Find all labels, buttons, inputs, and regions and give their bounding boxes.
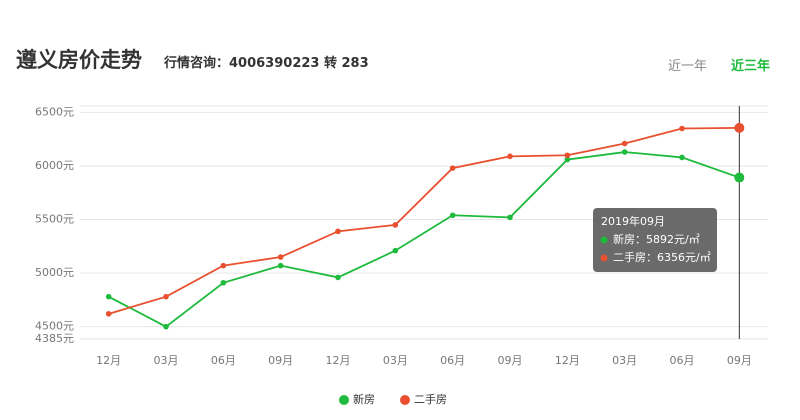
- point: [392, 247, 399, 254]
- point: [449, 165, 456, 171]
- legend-marker: [400, 395, 410, 405]
- y-tick-label: 4385元: [35, 332, 74, 345]
- header: 遵义房价走势 行情咨询：4006390223 转 283: [16, 44, 369, 74]
- x-tick-label: 12月: [555, 354, 580, 367]
- point: [163, 323, 169, 330]
- x-tick-label: 03月: [612, 354, 637, 367]
- legend-marker: [339, 395, 349, 405]
- point: [449, 212, 456, 219]
- point: [679, 154, 685, 161]
- point: [392, 222, 399, 228]
- point: [105, 293, 112, 300]
- y-tick-label: 6500元: [35, 105, 74, 118]
- point: [621, 149, 628, 155]
- legend-label: 新房: [353, 392, 375, 406]
- x-tick-label: 03月: [154, 354, 179, 367]
- tab[interactable]: 近一年: [668, 59, 708, 74]
- tab[interactable]: 近三年: [731, 59, 771, 74]
- point: [220, 262, 227, 269]
- point: [734, 172, 745, 183]
- x-tick-label: 06月: [440, 354, 465, 367]
- point: [277, 254, 284, 260]
- x-tick-label: 09月: [727, 354, 752, 367]
- point: [105, 311, 112, 317]
- point: [277, 262, 284, 269]
- tooltip-row: 新房：5892元/㎡: [613, 232, 700, 246]
- x-tick-label: 09月: [498, 354, 523, 367]
- y-tick-label: 5500元: [35, 213, 74, 226]
- x-tick-label: 03月: [383, 354, 408, 367]
- tooltip-title: 2019年09月: [601, 214, 665, 228]
- point: [507, 214, 513, 221]
- x-tick-label: 06月: [670, 354, 695, 367]
- y-tick-label: 6000元: [35, 159, 74, 172]
- y-tick-label: 5000元: [35, 266, 74, 279]
- x-tick-label: 06月: [211, 354, 236, 367]
- point: [335, 228, 341, 235]
- point: [734, 122, 745, 133]
- tooltip-dot: [600, 254, 608, 262]
- point: [564, 156, 571, 163]
- x-tick-label: 12月: [96, 354, 121, 367]
- series-line: [108, 151, 740, 328]
- point: [507, 153, 513, 160]
- point: [163, 293, 169, 300]
- tooltip-row: 二手房：6356元/㎡: [613, 250, 711, 264]
- x-tick-label: 12月: [326, 354, 351, 367]
- tooltip-dot: [600, 236, 608, 244]
- series-line: [108, 126, 740, 315]
- page-title: 遵义房价走势: [16, 48, 142, 72]
- x-tick-label: 09月: [268, 354, 293, 367]
- tooltip-box: [593, 208, 717, 272]
- point: [564, 152, 571, 159]
- y-tick-label: 4500元: [35, 320, 74, 333]
- point: [679, 125, 685, 132]
- point: [621, 140, 628, 147]
- point: [335, 274, 341, 281]
- hotline: 行情咨询：4006390223 转 283: [164, 56, 369, 71]
- legend-label: 二手房: [414, 392, 447, 406]
- point: [220, 279, 227, 286]
